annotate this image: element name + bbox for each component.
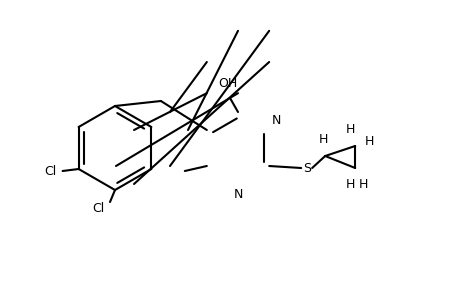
Text: H: H — [358, 178, 367, 191]
Text: Cl: Cl — [44, 164, 56, 178]
Text: H: H — [345, 178, 354, 191]
Text: H: H — [345, 123, 354, 136]
Text: H: H — [318, 133, 327, 146]
Text: S: S — [302, 161, 310, 175]
Text: N: N — [272, 114, 281, 127]
Text: N: N — [233, 188, 242, 201]
Text: OH: OH — [218, 77, 237, 90]
Text: H: H — [364, 134, 374, 148]
Text: Cl: Cl — [93, 202, 105, 214]
